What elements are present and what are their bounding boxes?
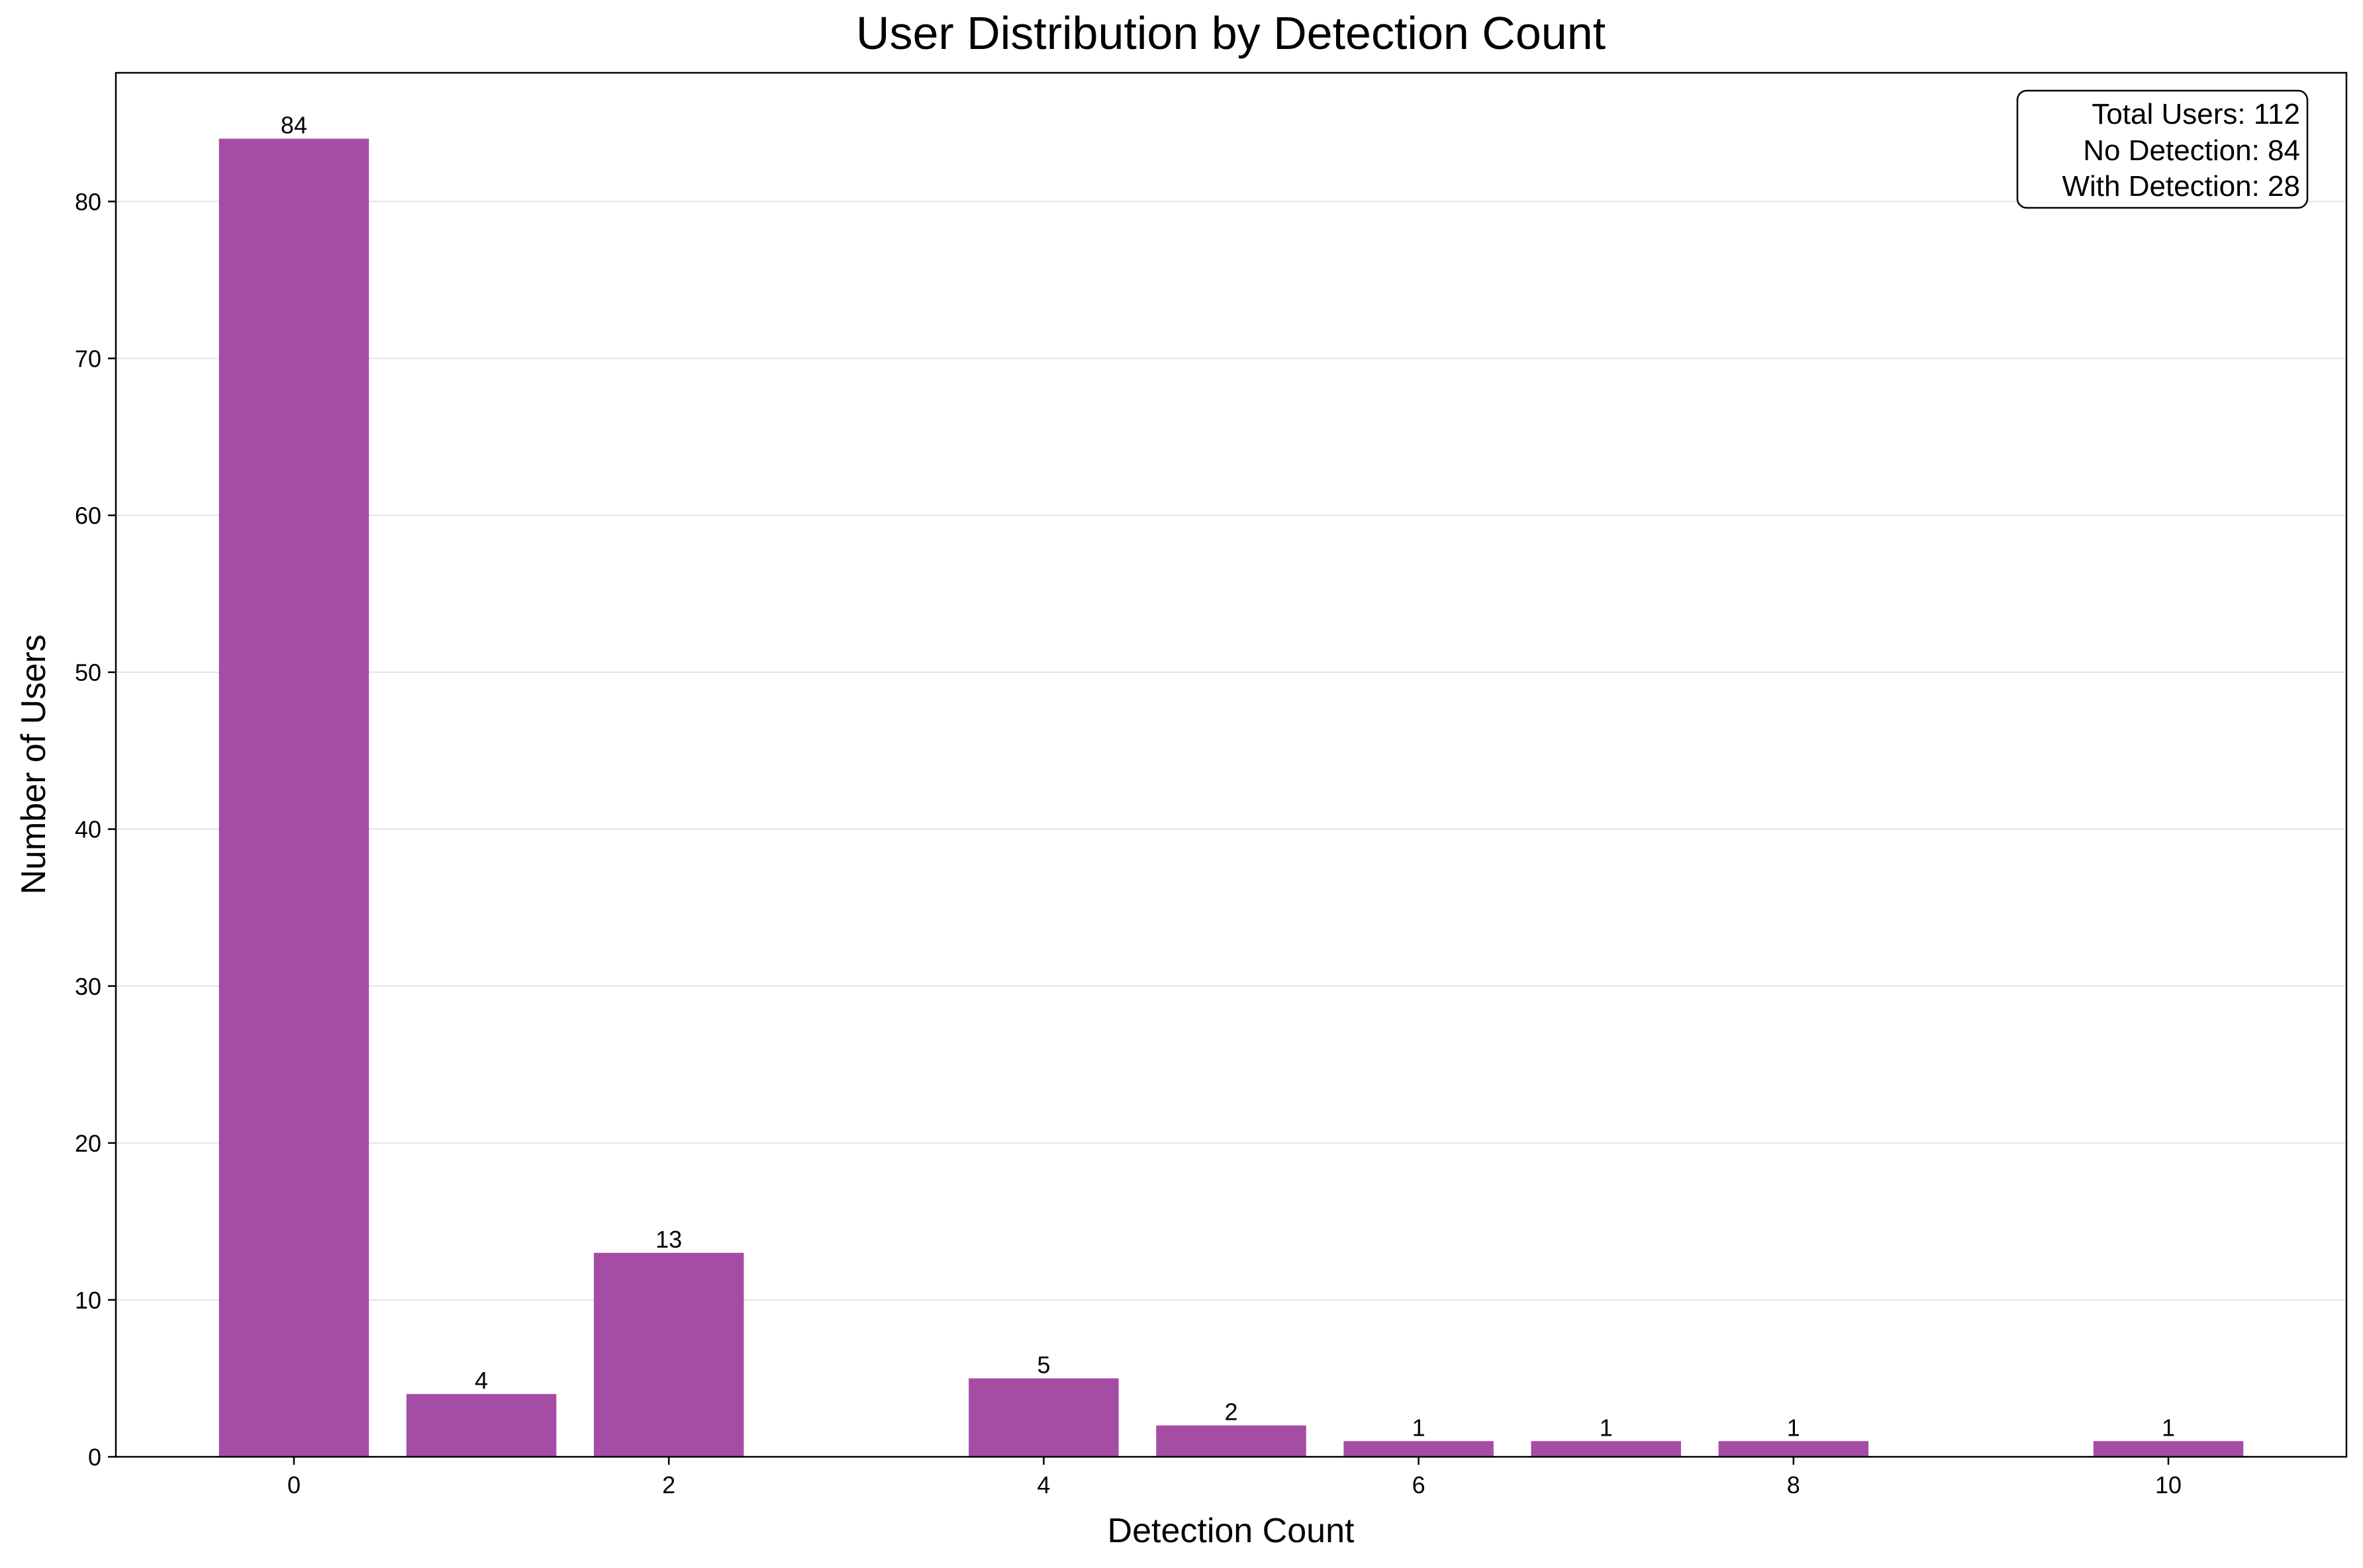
y-tick-label: 10 (75, 1287, 101, 1314)
y-tick-label: 70 (75, 345, 101, 372)
bar (406, 1394, 557, 1457)
x-tick-label: 8 (1787, 1471, 1800, 1499)
bar-value-label: 1 (1787, 1414, 1800, 1441)
bar (593, 1252, 744, 1457)
y-axis-ticks: 0 10 20 30 40 50 60 70 80 (75, 188, 116, 1471)
bar (1343, 1441, 1494, 1457)
x-tick-label: 6 (1412, 1471, 1425, 1499)
y-tick-label: 80 (75, 188, 101, 215)
x-tick-label: 2 (662, 1471, 675, 1499)
y-axis-label: Number of Users (15, 635, 53, 895)
bar (218, 138, 369, 1457)
bar-value-label: 84 (281, 112, 307, 139)
bar-value-label: 1 (1600, 1414, 1613, 1441)
bar (969, 1378, 1119, 1457)
summary-annotation: Total Users: 112 No Detection: 84 With D… (2016, 89, 2309, 209)
bar-value-labels: 84 4 13 5 2 1 1 1 1 (281, 112, 2175, 1442)
summary-no-detection: No Detection: 84 (2083, 134, 2300, 167)
summary-total-users: Total Users: 112 (2092, 98, 2300, 130)
x-axis-label: Detection Count (1108, 1512, 1355, 1550)
grid-lines (116, 201, 2346, 1301)
bar (1156, 1425, 1306, 1457)
chart-title: User Distribution by Detection Count (856, 7, 1606, 59)
bar-value-label: 1 (1412, 1414, 1425, 1441)
plot-frame (115, 71, 2348, 1458)
y-tick-label: 20 (75, 1130, 101, 1157)
bars (218, 138, 2244, 1457)
bar-value-label: 5 (1037, 1351, 1050, 1378)
bar (1718, 1441, 1869, 1457)
x-tick-label: 10 (2155, 1471, 2182, 1499)
x-axis-ticks: 0 2 4 6 8 10 (287, 1457, 2182, 1499)
bar (2093, 1441, 2244, 1457)
y-tick-label: 30 (75, 973, 101, 1000)
summary-box (2016, 89, 2309, 209)
y-tick-label: 40 (75, 816, 101, 843)
summary-with-detection: With Detection: 28 (2062, 170, 2301, 203)
bar-value-label: 13 (655, 1226, 682, 1253)
bar-value-label: 4 (475, 1367, 488, 1394)
bar (1531, 1441, 1681, 1457)
bar-value-label: 1 (2162, 1414, 2175, 1441)
y-tick-label: 60 (75, 502, 101, 530)
x-tick-label: 0 (287, 1471, 301, 1499)
x-tick-label: 4 (1037, 1471, 1050, 1499)
y-tick-label: 50 (75, 659, 101, 686)
y-tick-label: 0 (88, 1444, 101, 1471)
bar-value-label: 2 (1224, 1399, 1237, 1426)
